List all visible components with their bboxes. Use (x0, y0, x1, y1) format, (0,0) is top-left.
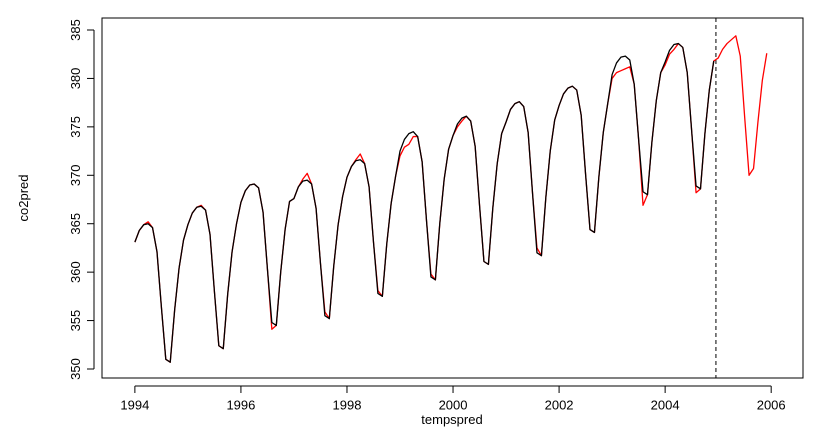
x-tick-label: 2002 (545, 398, 574, 413)
y-tick-label: 355 (68, 310, 83, 332)
x-tick-label: 2006 (757, 398, 786, 413)
series-line (134, 35, 768, 363)
y-tick-label: 385 (68, 19, 83, 41)
x-tick-label: 1994 (120, 398, 149, 413)
x-tick-label: 2004 (651, 398, 680, 413)
y-tick-label: 370 (68, 164, 83, 186)
y-axis-label: co2pred (16, 175, 31, 222)
plot-box (101, 17, 804, 379)
y-tick-label: 350 (68, 358, 83, 380)
y-tick-label: 365 (68, 213, 83, 235)
x-tick-label: 2000 (439, 398, 468, 413)
series-line (134, 42, 715, 363)
y-tick-label: 360 (68, 261, 83, 283)
x-axis-label: tempspred (421, 412, 482, 427)
x-tick-label: 1996 (226, 398, 255, 413)
y-tick-label: 375 (68, 116, 83, 138)
x-tick-label: 1998 (333, 398, 362, 413)
y-tick-label: 380 (68, 68, 83, 90)
